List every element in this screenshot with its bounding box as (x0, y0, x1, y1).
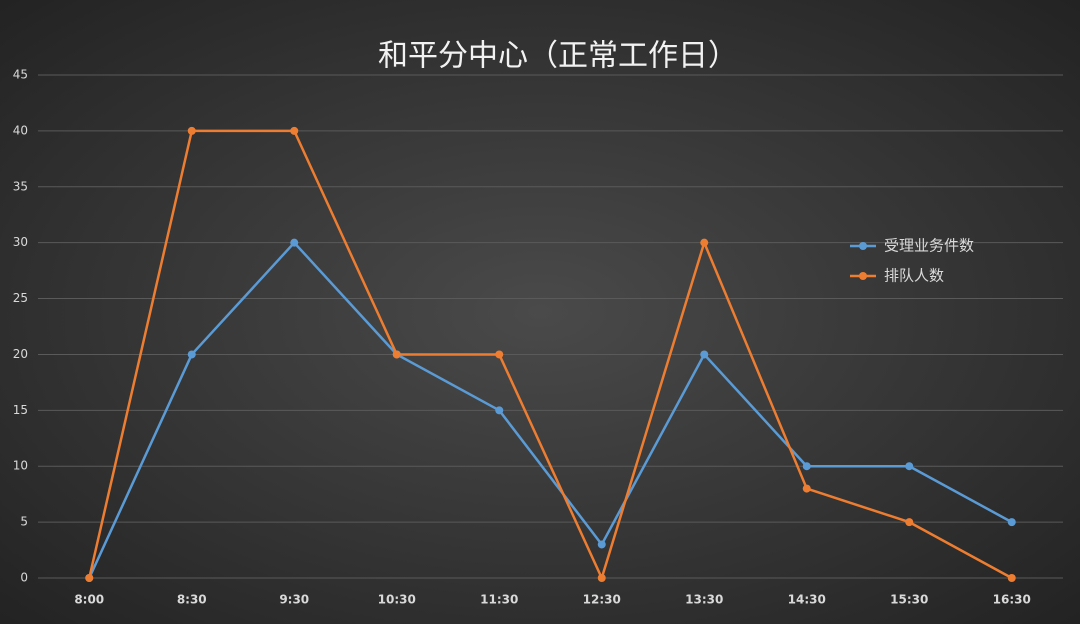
y-tick-label: 0 (20, 571, 28, 585)
series-line (88, 129, 1013, 580)
series-line (88, 241, 1013, 579)
data-point (597, 540, 606, 549)
y-tick-label: 20 (13, 347, 28, 361)
x-tick-label: 13:30 (685, 593, 723, 607)
chart-title: 和平分中心（正常工作日） (378, 39, 738, 74)
y-tick-label: 30 (13, 235, 28, 249)
x-tick-label: 15:30 (890, 593, 928, 607)
data-point (290, 238, 299, 247)
x-tick-label: 8:30 (177, 593, 207, 607)
legend-marker (859, 242, 867, 250)
x-tick-label: 9:30 (279, 593, 309, 607)
y-tick-label: 35 (13, 179, 28, 193)
data-point (802, 462, 811, 471)
x-tick-label: 12:30 (583, 593, 621, 607)
x-tick-label: 10:30 (378, 593, 416, 607)
data-point (187, 126, 196, 135)
data-point (290, 126, 299, 135)
y-tick-label: 10 (13, 459, 28, 473)
data-point (187, 350, 196, 359)
data-point (392, 350, 401, 359)
legend-marker (859, 272, 867, 280)
data-point (905, 462, 914, 471)
legend-label: 受理业务件数 (884, 237, 974, 255)
legend-label: 排队人数 (884, 267, 944, 285)
data-point (905, 518, 914, 527)
data-point (700, 350, 709, 359)
data-point (802, 484, 811, 493)
y-tick-label: 25 (13, 291, 28, 305)
data-point (597, 574, 606, 582)
data-point (85, 574, 94, 582)
x-tick-label: 14:30 (788, 593, 826, 607)
y-tick-label: 45 (13, 68, 28, 82)
data-point (495, 406, 504, 415)
data-point (1007, 574, 1016, 582)
y-tick-label: 5 (20, 515, 28, 529)
y-tick-label: 15 (13, 403, 28, 417)
x-tick-label: 8:00 (74, 593, 104, 607)
data-point (700, 238, 709, 247)
x-tick-label: 11:30 (480, 593, 518, 607)
x-tick-label: 16:30 (993, 593, 1031, 607)
data-point (495, 350, 504, 359)
y-tick-label: 40 (13, 123, 28, 137)
data-point (1007, 518, 1016, 527)
